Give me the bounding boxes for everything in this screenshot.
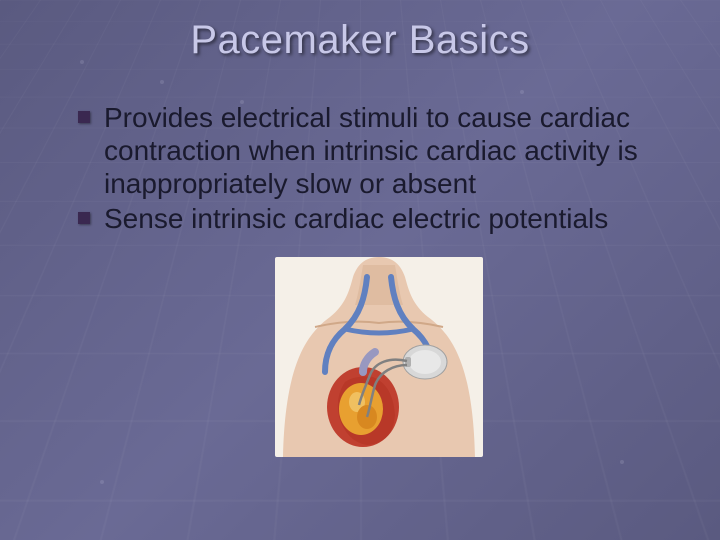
bullet-item: Sense intrinsic cardiac electric potenti…: [78, 202, 680, 235]
pacemaker-anatomy-illustration: [275, 257, 483, 457]
pacemaker-face: [409, 350, 441, 374]
bullet-text: Provides electrical stimuli to cause car…: [104, 102, 638, 199]
illustration-container: [78, 257, 680, 457]
slide-container: Pacemaker Basics Provides electrical sti…: [0, 0, 720, 540]
bullet-item: Provides electrical stimuli to cause car…: [78, 101, 680, 200]
pacemaker-device-group: [403, 345, 447, 379]
slide-title: Pacemaker Basics: [40, 18, 680, 63]
bullet-marker-icon: [78, 212, 90, 224]
bullet-marker-icon: [78, 111, 90, 123]
bullet-text: Sense intrinsic cardiac electric potenti…: [104, 203, 608, 234]
anatomy-svg: [275, 257, 483, 457]
content-area: Provides electrical stimuli to cause car…: [40, 101, 680, 457]
